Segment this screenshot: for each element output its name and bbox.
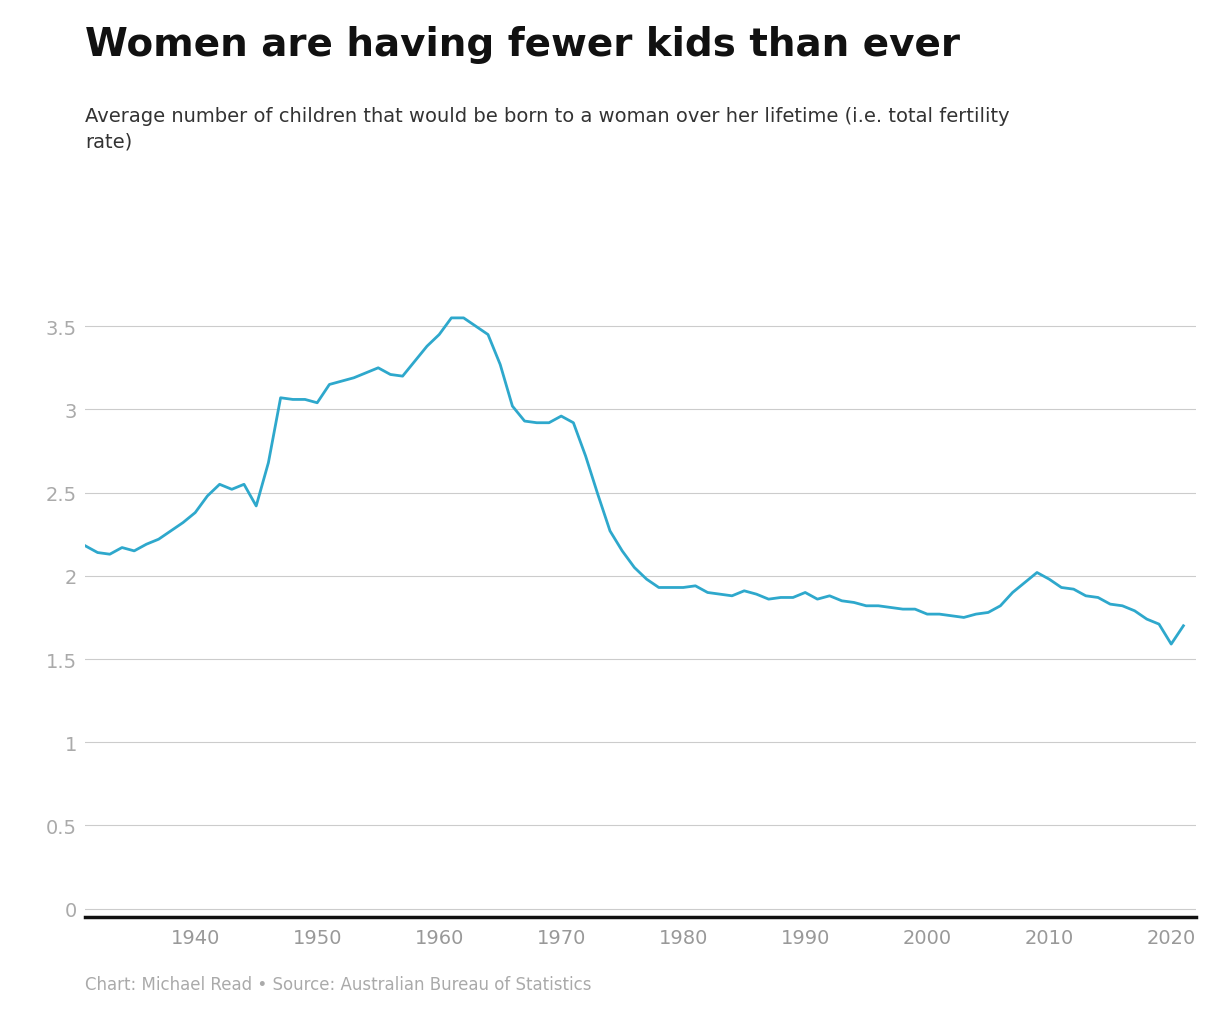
Text: Chart: Michael Read • Source: Australian Bureau of Statistics: Chart: Michael Read • Source: Australian… [85, 975, 592, 994]
Text: Average number of children that would be born to a woman over her lifetime (i.e.: Average number of children that would be… [85, 107, 1010, 151]
Text: Women are having fewer kids than ever: Women are having fewer kids than ever [85, 25, 960, 63]
